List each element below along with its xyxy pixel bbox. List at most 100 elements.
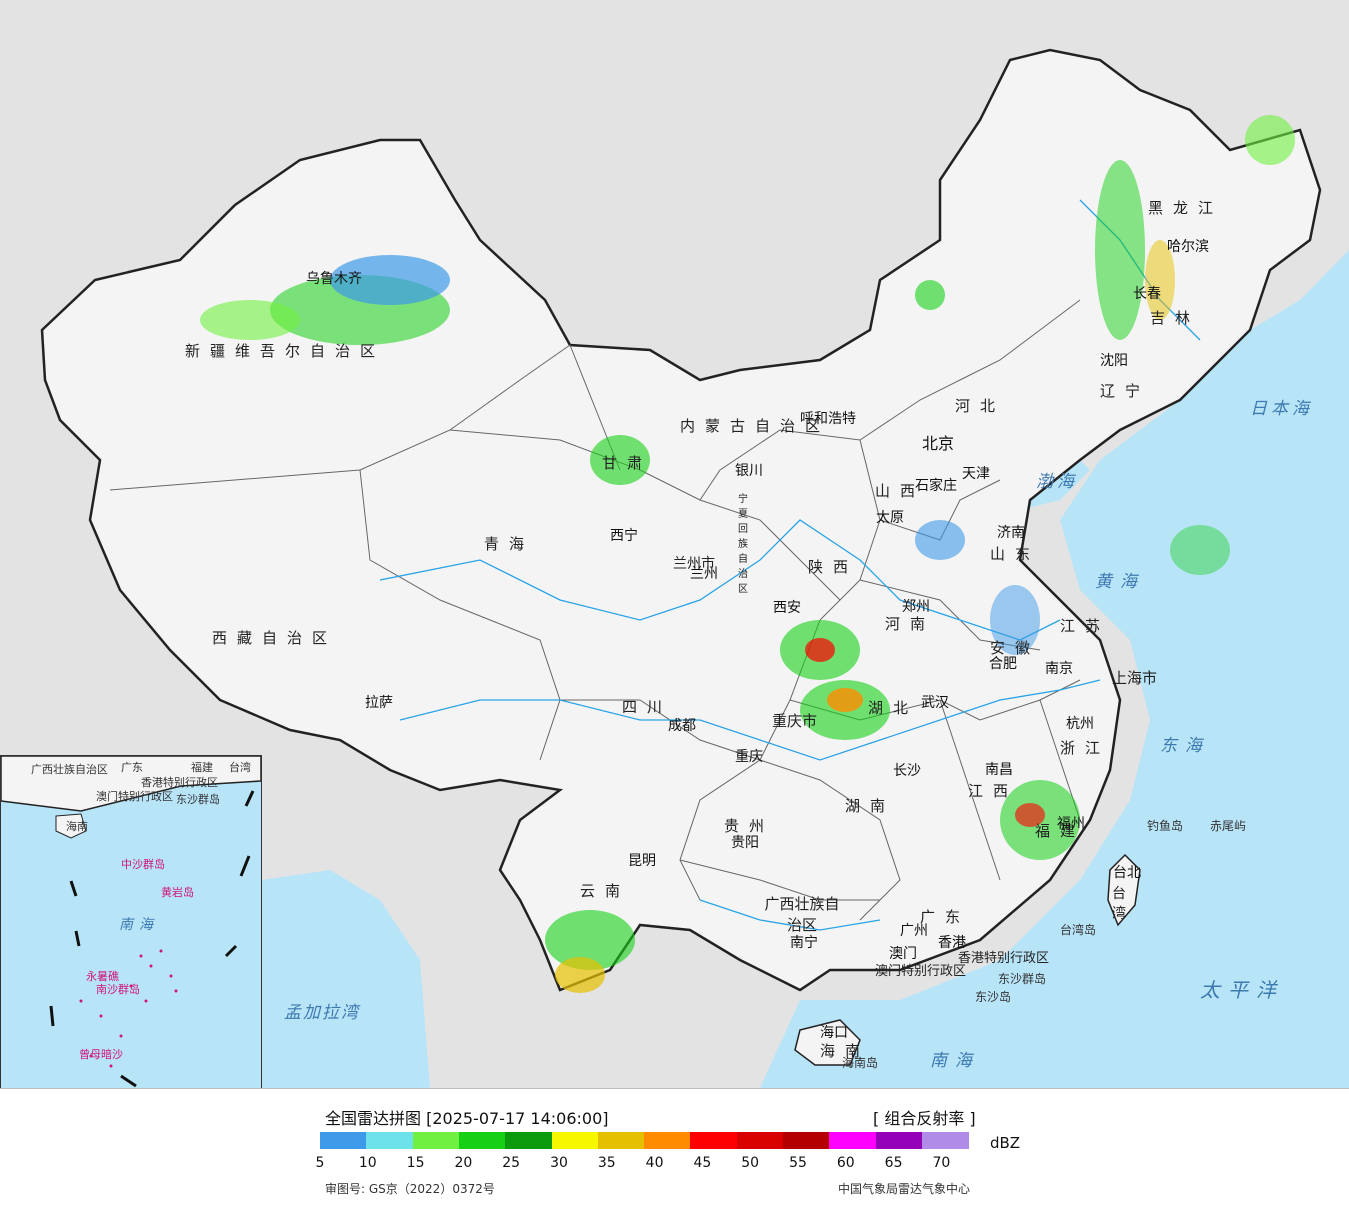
colorbar-swatch	[829, 1132, 877, 1149]
city-zhengzhou: 郑州	[902, 599, 930, 615]
island-dongsha-qundao: 东沙群岛	[998, 972, 1047, 986]
colorbar-swatch	[875, 1132, 923, 1149]
city-macau: 澳门	[889, 946, 917, 962]
province-label-fujian: 福建	[1035, 822, 1086, 840]
city-fuzhou: 福州	[1057, 816, 1085, 832]
province-label-neimenggu: 内蒙古自治区	[680, 417, 831, 435]
inset-label-yongshu: 永暑礁	[86, 970, 119, 983]
inset-label-guangxi: 广西壮族自治区	[31, 763, 108, 776]
province-label-liaoning: 辽宁	[1100, 382, 1151, 400]
colorbar-tick-label: 35	[597, 1155, 616, 1171]
taiwan-island	[1107, 853, 1141, 927]
legend-title: 全国雷达拼图 [2025-07-17 14:06:00]	[325, 1109, 609, 1128]
label-hongkong-sar: 香港特别行政区	[958, 951, 1050, 966]
province-label-yunnan: 云南	[580, 882, 631, 900]
island-diaoyu: 钓鱼岛	[1147, 819, 1184, 833]
colorbar-tick-label: 60	[836, 1155, 855, 1171]
province-label-guangdong: 广东	[920, 908, 971, 926]
label-macau-sar: 澳门特别行政区	[875, 964, 967, 979]
province-label-guangxi: 广西壮族自治区	[764, 895, 840, 934]
province-label-guizhou: 贵州	[724, 817, 775, 835]
colorbar-swatch	[366, 1132, 414, 1149]
source-credit: 中国气象局雷达气象中心	[838, 1182, 971, 1196]
colorbar-swatch	[505, 1132, 552, 1149]
radar-map: 新疆维吾尔自治区 西藏自治区 青海 甘肃 内蒙古自治区 黑龙江 吉林 辽宁 河北…	[0, 0, 1349, 1088]
province-label-anhui: 安徽	[990, 639, 1041, 657]
colorbar-swatch	[783, 1132, 830, 1149]
legend-panel: 全国雷达拼图 [2025-07-17 14:06:00] [ 组合反射率 ] d…	[0, 1088, 1349, 1209]
colorbar-swatch	[551, 1132, 599, 1149]
island-hainan: 海南岛	[842, 1056, 879, 1070]
city-guiyang: 贵阳	[731, 835, 759, 851]
approval-number: 审图号: GS京（2022）0372号	[325, 1182, 495, 1196]
province-label-xizang: 西藏自治区	[212, 629, 338, 647]
colorbar-swatch	[690, 1132, 738, 1149]
province-label-lanzhou: 兰州市	[673, 556, 715, 572]
city-tianjin: 天津	[962, 466, 990, 482]
city-chongqing: 重庆	[735, 749, 763, 765]
city-wuhan: 武汉	[921, 695, 949, 711]
city-yinchuan: 银川	[735, 463, 763, 479]
sea-bay-bengal: 孟加拉湾	[284, 1003, 360, 1023]
city-nanjing: 南京	[1045, 661, 1073, 677]
ocean-east	[760, 250, 1349, 1088]
colorbar-swatch	[644, 1132, 691, 1149]
inset-label-hainan: 海南	[66, 820, 88, 833]
colorbar-tick-label: 25	[502, 1155, 521, 1171]
province-label-shaanxi: 陕西	[808, 558, 859, 576]
island-dongsha: 东沙岛	[975, 990, 1012, 1004]
province-label-chongqing: 重庆市	[772, 712, 818, 730]
city-changsha: 长沙	[893, 763, 921, 779]
city-lhasa: 拉萨	[365, 695, 393, 711]
city-hongkong: 香港	[938, 935, 966, 951]
province-label-hebei: 河北	[955, 397, 1006, 415]
inset-label-fujian: 福建	[191, 761, 213, 774]
province-label-qinghai: 青海	[484, 535, 535, 553]
city-chengdu: 成都	[668, 718, 696, 734]
province-label-henan: 河南	[885, 615, 936, 633]
province-label-hainan: 海南	[820, 1042, 871, 1060]
inset-label-guangdong: 广东	[121, 761, 143, 774]
city-hefei: 合肥	[989, 656, 1017, 672]
inset-canvas	[1, 756, 261, 1088]
province-label-taiwan: 台湾	[1112, 886, 1126, 922]
province-label-hunan: 湖南	[845, 797, 896, 815]
city-changchun: 长春	[1133, 286, 1161, 302]
city-urumqi: 乌鲁木齐	[306, 271, 362, 287]
province-label-jiangxi: 江西	[968, 782, 1019, 800]
colorbar-tick-label: 5	[315, 1155, 325, 1171]
ocean-bay-bengal	[262, 870, 430, 1088]
province-label-xinjiang: 新疆维吾尔自治区	[185, 342, 386, 360]
city-guangzhou: 广州	[900, 923, 928, 939]
south-china-sea-inset: 广西壮族自治区 广东 福建 台湾 香港特别行政区 澳门特别行政区 东沙群岛 海南…	[0, 755, 262, 1088]
colorbar-tick-label: 30	[550, 1155, 568, 1171]
province-label-jilin: 吉林	[1150, 309, 1201, 327]
colorbar-tick-label: 65	[884, 1155, 903, 1171]
sea-bohai: 渤海	[1036, 472, 1078, 492]
colorbar-tick-label: 55	[789, 1155, 807, 1171]
colorbar-swatch	[412, 1132, 460, 1149]
city-taiyuan: 太原	[876, 510, 904, 526]
island-taiwan: 台湾岛	[1060, 923, 1097, 937]
city-beijing: 北京	[922, 434, 955, 453]
colorbar-tick-label: 10	[358, 1155, 377, 1171]
sea-pacific: 太平洋	[1200, 978, 1284, 1002]
city-jinan: 济南	[997, 525, 1025, 541]
city-haikou: 海口	[820, 1025, 848, 1041]
inset-label-nansha: 南沙群岛	[96, 983, 140, 996]
city-hangzhou: 杭州	[1066, 716, 1094, 732]
inset-label-huangyan: 黄岩岛	[161, 886, 194, 899]
colorbar-swatch	[736, 1132, 784, 1149]
sea-donghai: 东海	[1160, 736, 1210, 756]
hainan-island	[794, 1019, 861, 1066]
province-label-shanghai: 上海市	[1112, 669, 1158, 687]
sea-japan: 日本海	[1250, 399, 1313, 419]
island-chiwei: 赤尾屿	[1210, 819, 1247, 833]
province-label-ningxia: 宁夏回族自治区	[738, 494, 748, 595]
inset-label-dongsha: 东沙群岛	[176, 793, 220, 806]
province-label-heilongjiang: 黑龙江	[1148, 199, 1224, 217]
colorbar-tick-label: 50	[741, 1155, 760, 1171]
legend-unit: dBZ	[990, 1134, 1021, 1152]
sea-nanhai: 南海	[930, 1051, 980, 1071]
colorbar-tick-label: 70	[932, 1155, 951, 1171]
